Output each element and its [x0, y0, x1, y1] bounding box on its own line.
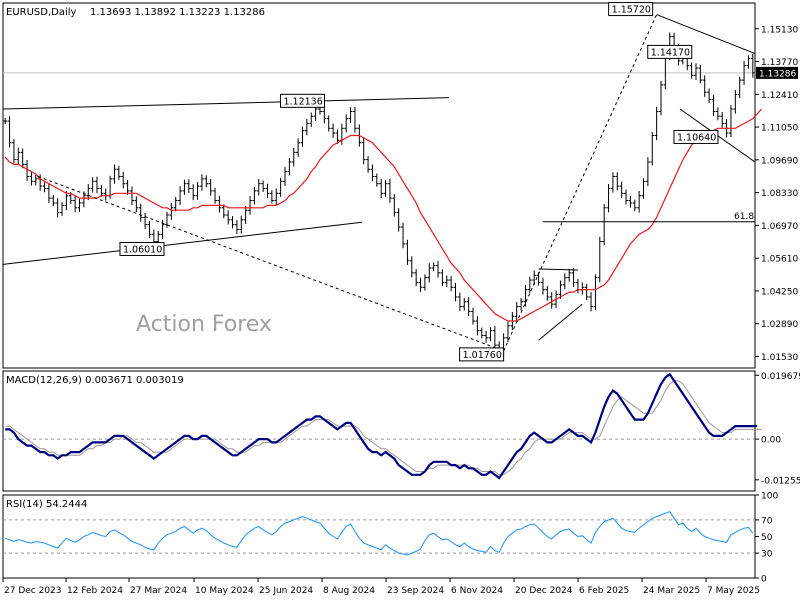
- price-annotation-label: 1.14170: [651, 47, 690, 58]
- x-tick-label: 23 Sep 2024: [387, 586, 444, 596]
- price-annotation-label: 1.12136: [283, 96, 322, 107]
- fib-61-8-label: 61.8: [734, 212, 754, 222]
- x-tick-label: 27 Mar 2024: [130, 586, 187, 596]
- rsi-tick-label: 70: [761, 516, 773, 526]
- rsi-tick-label: 50: [761, 533, 773, 543]
- x-axis: 27 Dec 2023 12 Feb 2024 27 Mar 2024 10 May …: [2, 578, 760, 596]
- price-annotation-label: 1.06010: [123, 245, 162, 256]
- rsi-tick-label: 0: [761, 575, 767, 585]
- last-price-label: 1.13286: [759, 69, 796, 79]
- x-tick-label: 7 May 2025: [707, 586, 760, 596]
- chart-title: EURUSD,Daily: [6, 7, 77, 18]
- lower-channel-line: [2, 221, 363, 265]
- rsi-tick-label: 100: [761, 492, 778, 502]
- upper-channel-line: [2, 97, 450, 110]
- price-annotation-box: [673, 129, 719, 144]
- triangle-top-line: [538, 268, 578, 271]
- price-annotation-box: [119, 242, 165, 257]
- macd-tick-label: -0.012552: [761, 476, 800, 486]
- price-annotation-box: [608, 2, 654, 17]
- y-tick-label: 1.05610: [761, 255, 798, 265]
- macd-signal-line: [5, 380, 762, 476]
- y-tick-label: 1.02890: [761, 320, 798, 330]
- descending-resistance-line: [656, 14, 756, 55]
- last-price-tag: [756, 66, 798, 79]
- x-tick-label: 25 Jun 2024: [259, 586, 313, 596]
- price-annotation-label: 1.10640: [677, 132, 716, 143]
- rsi-tick-label: 30: [761, 550, 773, 560]
- price-frame: [2, 2, 756, 369]
- x-tick-label: 8 Aug 2024: [323, 586, 375, 596]
- triangle-bottom-line: [538, 303, 583, 341]
- macd-tick-label: 0.00: [761, 436, 781, 446]
- ohlc-readout: 1.13693 1.13892 1.13223 1.13286: [90, 7, 265, 18]
- y-tick-label: 1.08330: [761, 189, 798, 199]
- rsi-panel: 100 70 50 30 0: [2, 492, 778, 585]
- price-panel: 1.15130 1.13770 1.12410 1.11050 1.09690 1.083…: [2, 2, 798, 369]
- y-tick-label: 1.13770: [761, 58, 798, 68]
- moving-average-line: [4, 108, 763, 322]
- x-tick-label: 20 Dec 2024: [515, 586, 573, 596]
- y-tick-label: 1.06970: [761, 222, 798, 232]
- y-tick-label: 1.12410: [761, 91, 798, 101]
- y-tick-label: 1.15130: [761, 25, 798, 35]
- macd-frame: [2, 370, 756, 492]
- y-tick-label: 1.01530: [761, 353, 798, 363]
- y-tick-label: 1.11050: [761, 124, 798, 134]
- y-tick-label: 1.09690: [761, 156, 798, 166]
- macd-main-line: [5, 372, 758, 480]
- dashed-trendline-2: [503, 14, 658, 352]
- rsi-title: RSI(14) 54.2444: [6, 499, 87, 510]
- macd-title: MACD(12,26,9) 0.003671 0.003019: [6, 375, 184, 386]
- x-tick-label: 10 May 2024: [195, 586, 254, 596]
- macd-tick-label: 0.019679: [761, 372, 800, 382]
- x-tick-label: 6 Nov 2024: [451, 586, 503, 596]
- macd-panel: 0.019679 0.00 -0.012552: [2, 370, 800, 492]
- x-tick-label: 6 Feb 2025: [579, 586, 629, 596]
- price-annotation-label: 1.01760: [463, 350, 502, 361]
- price-annotation-box: [647, 44, 693, 59]
- price-annotation-box: [459, 347, 505, 362]
- dashed-trendline-1: [37, 175, 504, 352]
- x-tick-label: 27 Dec 2023: [4, 586, 62, 596]
- price-annotation-box: [279, 93, 325, 108]
- price-annotation-label: 1.15720: [612, 5, 651, 16]
- rsi-line: [5, 510, 754, 556]
- watermark: Action Forex: [136, 312, 272, 337]
- y-tick-label: 1.04250: [761, 287, 798, 297]
- x-tick-label: 24 Mar 2025: [643, 586, 700, 596]
- x-tick-label: 12 Feb 2024: [67, 586, 123, 596]
